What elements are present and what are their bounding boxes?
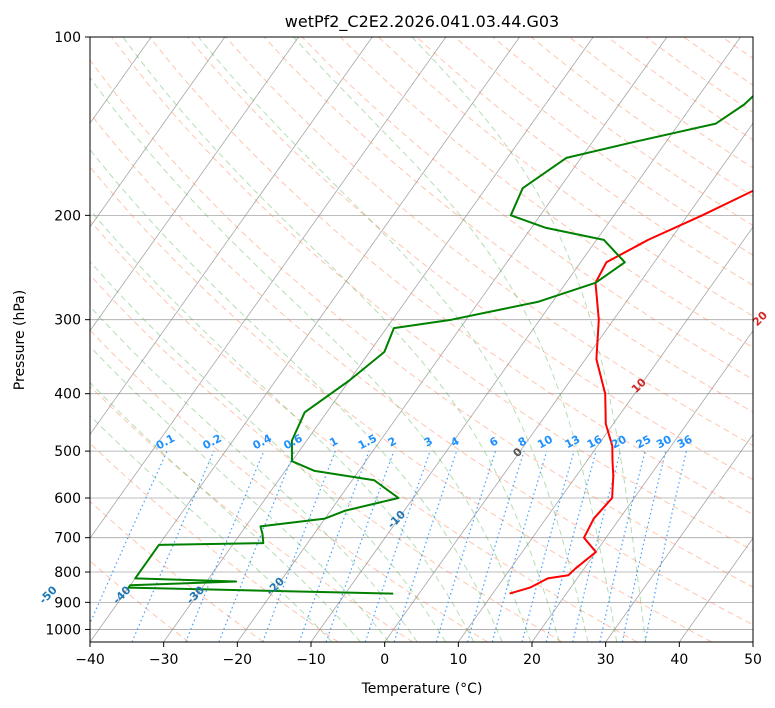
skewed-isotherms: [0, 37, 753, 642]
moist-adiabat: [90, 305, 418, 642]
plot-frame: [89, 36, 754, 643]
chart-title: wetPf2_C2E2.2026.041.03.44.G03: [285, 12, 559, 32]
moist-adiabat: [198, 37, 589, 642]
y-tick-label: 900: [54, 595, 81, 611]
dry-adiabat: [187, 37, 753, 481]
isotherm-line: [310, 37, 741, 642]
mixing-ratio-label: 25: [634, 433, 654, 452]
dry-adiabat: [111, 37, 753, 552]
isotherm-line: [752, 641, 753, 642]
mixing-ratio-label: 36: [675, 432, 695, 451]
x-axis-label: Temperature (°C): [361, 681, 483, 697]
y-tick-label: 400: [54, 387, 81, 403]
isotherm-line: [679, 537, 753, 642]
y-tick-label: 200: [54, 208, 81, 224]
dry-adiabat: [149, 37, 753, 516]
dry-adiabat: [339, 37, 753, 349]
dry-adiabat: [90, 59, 753, 588]
moist-adiabat: [293, 37, 618, 642]
mixing-ratio-line: [364, 450, 431, 642]
x-tick-label: 10: [449, 652, 467, 668]
isotherm-line: [237, 37, 668, 642]
dewpoint-line: [127, 94, 753, 595]
mixing-ratio-line: [218, 450, 296, 642]
mixing-ratio-line: [491, 450, 548, 642]
isotherm-line: [90, 37, 373, 436]
temperature-line: [509, 189, 753, 595]
y-tick-label: 800: [54, 565, 81, 581]
mixing-ratio-lines: [90, 450, 687, 642]
dry-adiabat: [90, 166, 712, 642]
dry-adiabat: [90, 442, 339, 642]
moist-adiabat: [90, 381, 361, 642]
x-tick-label: 40: [670, 652, 688, 668]
mixing-ratio-line: [435, 450, 497, 642]
y-axis-label: Pressure (hPa): [12, 290, 28, 390]
dry-adiabat: [90, 274, 563, 642]
profile-series: [127, 94, 753, 595]
mixing-ratio-label: 30: [654, 433, 674, 452]
isotherm-line: [0, 37, 4, 642]
mixing-ratio-line: [262, 450, 336, 642]
plot-area: [0, 37, 775, 642]
mixing-ratio-line: [466, 450, 525, 642]
axes-ticks: −40 −30 −20 −10 0 10 20 30 40 50 100 200 300 400 500 60…: [45, 30, 762, 668]
y-tick-label: 700: [54, 531, 81, 547]
mixing-ratio-label: 16: [585, 432, 605, 451]
x-tick-label: −20: [223, 652, 253, 668]
y-tick-label: 500: [54, 444, 81, 460]
y-tick-label: 300: [54, 313, 81, 329]
moist-adiabats: [90, 37, 647, 642]
pressure-gridlines: [90, 37, 753, 630]
isotherm-line: [384, 122, 753, 642]
moist-adiabat: [90, 345, 390, 642]
moist-adiabat: [90, 76, 532, 642]
dry-adiabat: [90, 329, 488, 642]
mixing-ratio-label: 13: [563, 433, 583, 452]
moist-adiabat: [411, 37, 647, 642]
isotherm-line: [90, 37, 226, 228]
moist-adiabat: [90, 209, 475, 642]
dry-adiabat: [90, 500, 264, 642]
y-tick-label: 1000: [45, 622, 81, 638]
mixing-ratio-label: 20: [609, 433, 629, 452]
y-tick-label: 100: [54, 30, 81, 46]
x-tick-label: −40: [75, 652, 105, 668]
isotherm-line: [90, 37, 447, 539]
isotherm-line: [90, 37, 520, 642]
isotherm-line: [458, 226, 753, 642]
x-tick-label: −30: [149, 652, 179, 668]
dry-adiabat: [90, 219, 638, 642]
dry-adiabat: [760, 37, 775, 642]
x-tick-label: 0: [380, 652, 389, 668]
mixing-ratio-line: [393, 450, 458, 642]
isotherm-line: [531, 330, 753, 642]
mixing-ratio-label: 10: [535, 433, 555, 452]
mixing-ratio-line: [644, 450, 687, 642]
plot-background: [90, 37, 753, 642]
isotherm-line: [163, 37, 594, 642]
x-tick-label: 50: [744, 652, 762, 668]
dry-adiabat: [90, 112, 753, 626]
isotherm-line: [605, 433, 753, 642]
dry-adiabat: [90, 385, 414, 642]
x-tick-label: 20: [523, 652, 541, 668]
y-tick-label: 600: [54, 491, 81, 507]
moist-adiabat: [90, 260, 447, 642]
moist-adiabat: [122, 37, 560, 642]
x-tick-label: −10: [296, 652, 326, 668]
dry-adiabat: [378, 37, 753, 317]
isotherm-line: [90, 37, 299, 332]
x-tick-label: 30: [597, 652, 615, 668]
